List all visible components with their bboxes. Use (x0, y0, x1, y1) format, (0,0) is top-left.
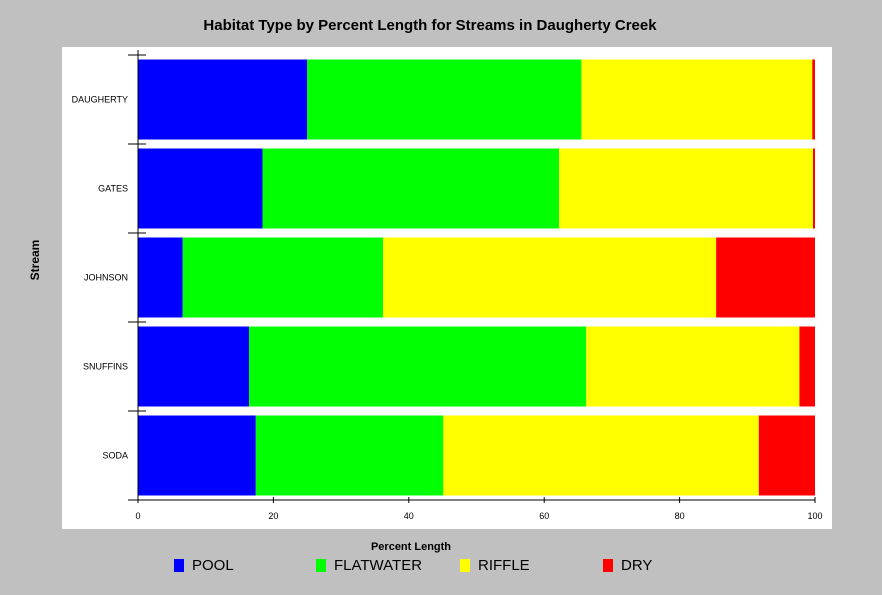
legend-label-dry: DRY (621, 557, 653, 574)
bar-flatwater-soda (255, 415, 444, 496)
bar-dry-snuffins (799, 326, 815, 407)
bar-pool-snuffins (138, 326, 250, 407)
legend-swatch-dry (603, 559, 613, 572)
legend-label-flatwater: FLATWATER (334, 557, 423, 574)
bar-pool-daugherty (138, 59, 308, 140)
bar-riffle-soda (443, 415, 759, 496)
chart-title: Habitat Type by Percent Length for Strea… (203, 17, 657, 34)
legend-swatch-pool (174, 559, 184, 572)
bar-flatwater-gates (262, 148, 560, 229)
x-axis-label: Percent Length (370, 541, 452, 553)
bar-pool-soda (138, 415, 256, 496)
legend-label-riffle: RIFFLE (478, 557, 530, 574)
x-tick-label-100: 100 (807, 511, 822, 521)
bar-dry-gates (812, 148, 815, 229)
y-axis-label: Stream (28, 239, 42, 281)
x-tick-label-0: 0 (135, 511, 140, 521)
bar-riffle-johnson (383, 237, 717, 318)
y-tick-label-soda: SODA (102, 451, 128, 461)
x-tick-label-80: 80 (675, 511, 685, 521)
bar-riffle-gates (559, 148, 813, 229)
legend-swatch-riffle (460, 559, 470, 572)
legend-label-pool: POOL (192, 557, 234, 574)
bar-dry-daugherty (812, 59, 815, 140)
bar-flatwater-daugherty (307, 59, 582, 140)
y-tick-label-daugherty: DAUGHERTY (72, 95, 128, 105)
legend-swatch-flatwater (316, 559, 326, 572)
bar-riffle-daugherty (581, 59, 813, 140)
bar-dry-johnson (716, 237, 815, 318)
bar-dry-soda (758, 415, 815, 496)
x-tick-label-60: 60 (539, 511, 549, 521)
bar-riffle-snuffins (586, 326, 800, 407)
y-tick-label-gates: GATES (98, 184, 128, 194)
bar-pool-johnson (138, 237, 183, 318)
bar-pool-gates (138, 148, 263, 229)
y-tick-label-johnson: JOHNSON (84, 273, 128, 283)
y-tick-label-snuffins: SNUFFINS (83, 362, 128, 372)
bar-flatwater-snuffins (249, 326, 587, 407)
x-tick-label-40: 40 (404, 511, 414, 521)
x-tick-label-20: 20 (268, 511, 278, 521)
bar-flatwater-johnson (182, 237, 384, 318)
